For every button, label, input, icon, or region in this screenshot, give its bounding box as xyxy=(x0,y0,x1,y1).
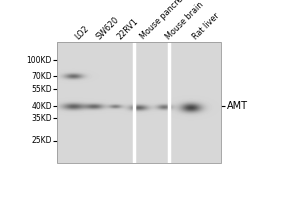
Text: LO2: LO2 xyxy=(74,24,91,41)
Text: Mouse pancreas: Mouse pancreas xyxy=(139,0,191,41)
Bar xyxy=(57,42,221,163)
Text: AMT: AMT xyxy=(227,101,248,111)
Text: 35KD: 35KD xyxy=(31,114,52,123)
Text: 55KD: 55KD xyxy=(31,85,52,94)
Text: Rat liver: Rat liver xyxy=(191,11,221,41)
Text: 25KD: 25KD xyxy=(32,136,52,145)
Text: 70KD: 70KD xyxy=(31,72,52,81)
Text: 40KD: 40KD xyxy=(31,102,52,111)
Text: Mouse brain: Mouse brain xyxy=(164,0,206,41)
Text: SW620: SW620 xyxy=(94,15,121,41)
Text: 100KD: 100KD xyxy=(26,56,52,65)
Bar xyxy=(57,42,221,163)
Text: 22RV1: 22RV1 xyxy=(116,16,140,41)
